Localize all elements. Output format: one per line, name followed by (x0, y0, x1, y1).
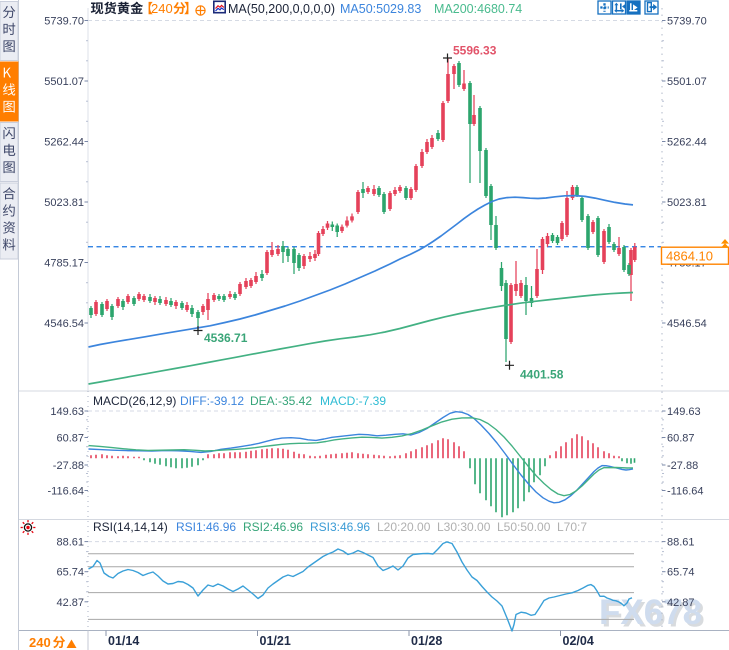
svg-text:-27.88: -27.88 (53, 460, 84, 472)
svg-text:149.63: 149.63 (667, 406, 701, 418)
svg-text:RSI(14,14,14): RSI(14,14,14) (93, 520, 168, 534)
svg-text:5262.44: 5262.44 (667, 137, 707, 149)
svg-text:65.74: 65.74 (56, 567, 84, 579)
svg-text:L30:30.00: L30:30.00 (437, 520, 491, 534)
svg-text:MA(50,200,0,0,0,0): MA(50,200,0,0,0,0) (228, 2, 335, 16)
svg-text:-116.64: -116.64 (667, 486, 704, 498)
svg-text:240: 240 (29, 635, 51, 650)
svg-text:MACD(26,12,9): MACD(26,12,9) (93, 394, 176, 408)
svg-text:4785.17: 4785.17 (44, 258, 84, 270)
svg-text:4536.71: 4536.71 (204, 331, 248, 345)
svg-text:L70:7: L70:7 (557, 520, 587, 534)
svg-text:42.87: 42.87 (667, 597, 695, 609)
svg-text:5596.33: 5596.33 (453, 44, 497, 58)
svg-text:DEA:-35.42: DEA:-35.42 (250, 394, 312, 408)
svg-text:01/14: 01/14 (108, 634, 139, 648)
svg-text:5023.81: 5023.81 (44, 197, 84, 209)
svg-text:88.61: 88.61 (56, 537, 84, 549)
svg-text:RSI3:46.96: RSI3:46.96 (310, 520, 370, 534)
svg-text:65.74: 65.74 (667, 567, 695, 579)
svg-text:60.87: 60.87 (667, 433, 695, 445)
svg-text:4546.54: 4546.54 (44, 318, 84, 330)
svg-text:02/04: 02/04 (563, 634, 594, 648)
svg-text:MACD:-7.39: MACD:-7.39 (320, 394, 386, 408)
svg-text:L50:50.00: L50:50.00 (497, 520, 551, 534)
svg-text:5023.81: 5023.81 (667, 197, 707, 209)
svg-text:RSI2:46.96: RSI2:46.96 (243, 520, 303, 534)
svg-text:MA50:5029.83: MA50:5029.83 (340, 2, 421, 16)
svg-text:4864.10: 4864.10 (666, 249, 713, 264)
svg-text:MA200:4680.74: MA200:4680.74 (434, 2, 522, 16)
svg-text:4401.58: 4401.58 (520, 368, 564, 382)
svg-text:01/28: 01/28 (411, 634, 442, 648)
svg-text:60.87: 60.87 (56, 433, 84, 445)
svg-text:5739.70: 5739.70 (667, 16, 707, 28)
svg-text:5501.07: 5501.07 (667, 76, 707, 88)
svg-text:42.87: 42.87 (56, 597, 84, 609)
svg-text:DIFF:-39.12: DIFF:-39.12 (180, 394, 244, 408)
svg-text:5739.70: 5739.70 (44, 16, 84, 28)
svg-text:01/21: 01/21 (260, 634, 291, 648)
svg-text:5262.44: 5262.44 (44, 137, 84, 149)
svg-text:-116.64: -116.64 (48, 486, 85, 498)
svg-text:FX678: FX678 (599, 593, 702, 632)
svg-text:4546.54: 4546.54 (667, 318, 707, 330)
svg-text:149.63: 149.63 (50, 406, 84, 418)
svg-text:5501.07: 5501.07 (44, 76, 84, 88)
svg-text:RSI1:46.96: RSI1:46.96 (176, 520, 236, 534)
svg-text:240: 240 (151, 1, 173, 16)
svg-text:L20:20.00: L20:20.00 (377, 520, 431, 534)
svg-text:88.61: 88.61 (667, 537, 695, 549)
svg-text:-27.88: -27.88 (667, 460, 698, 472)
